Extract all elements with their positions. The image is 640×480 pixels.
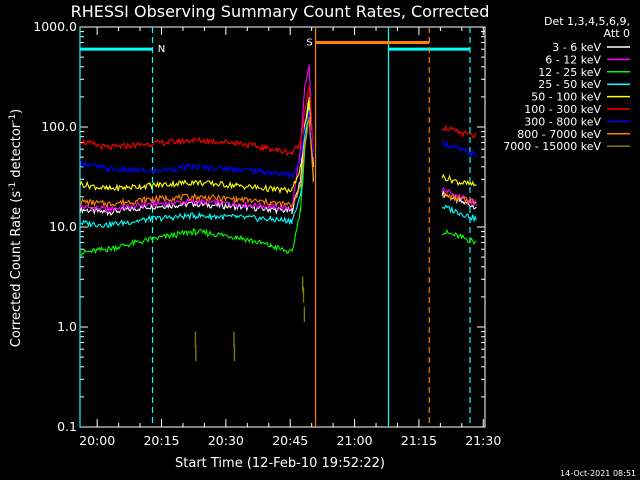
y-label-main: Corrected Count Rate (s [9,191,24,348]
data-series [79,64,477,362]
legend-header-attenuator: Att 0 [604,27,630,40]
series-7-line-0 [79,116,314,208]
x-tick-label-5: 21:15 [401,433,437,448]
series-2-line-0 [79,106,314,257]
legend-label-8: 7000 - 15000 keV [503,140,601,153]
x-tick-label-4: 21:00 [337,433,373,448]
x-tick-label-0: 20:00 [79,433,115,448]
y-axis-label: Corrected Count Rate (s-1 detector-1) [8,109,24,347]
x-axis: 20:00 20:15 20:30 20:45 21:00 21:15 21:30 [79,27,501,448]
legend-label-3: 25 - 50 keV [538,78,601,91]
series-3-line-0 [79,106,314,229]
series-6-line-0 [79,110,314,180]
y-label-mid: detector [9,122,24,182]
x-axis-label: Start Time (12-Feb-10 19:52:22) [175,456,385,471]
x-tick-label-3: 20:45 [272,433,308,448]
legend-header: Det 1,3,4,5,6,9, Att 0 [544,15,630,40]
series-5-line-1 [442,124,477,140]
plot-frame [79,26,486,428]
series-4-line-1 [441,173,477,187]
legend-label-1: 6 - 12 keV [545,53,601,66]
series-6-line-1 [441,139,477,159]
legend-label-4: 50 - 100 keV [531,91,601,104]
legend-label-2: 12 - 25 keV [538,66,601,79]
y-tick-label-0: 1000.0 [33,19,77,34]
series-3-line-1 [441,204,477,223]
x-tick-label-2: 20:30 [208,433,244,448]
legend-label-0: 3 - 6 keV [552,41,601,54]
series-5-line-0 [79,86,314,157]
legend-label-5: 100 - 300 keV [524,103,601,116]
y-label-sup1: -1 [8,182,18,191]
legend-header-detectors: Det 1,3,4,5,6,9, [544,15,630,28]
flag-markers: NS [79,27,471,427]
x-tick-label-1: 20:15 [143,433,179,448]
series-4-line-0 [79,98,314,195]
flag-label-0: N [158,44,165,55]
timestamp: 14-Oct-2021 08:51 [560,469,636,478]
y-label-sup2: -1 [8,114,18,123]
chart-title: RHESSI Observing Summary Count Rates, Co… [71,2,490,21]
legend-label-7: 800 - 7000 keV [517,128,601,141]
flag-label-2: S [306,37,312,48]
series-2-line-1 [442,228,477,246]
y-tick-label-4: 0.1 [57,419,77,434]
y-label-end: ) [9,109,24,114]
y-tick-label-2: 10.0 [49,219,77,234]
y-tick-label-3: 1.0 [57,319,77,334]
legend-label-6: 300 - 800 keV [524,115,601,128]
series-7-line-1 [441,191,477,204]
y-tick-label-1: 100.0 [41,119,77,134]
y-axis: 1000.0 100.0 10.0 1.0 0.1 [33,19,485,434]
x-tick-label-6: 21:30 [465,433,501,448]
series-0-line-0 [79,96,314,217]
